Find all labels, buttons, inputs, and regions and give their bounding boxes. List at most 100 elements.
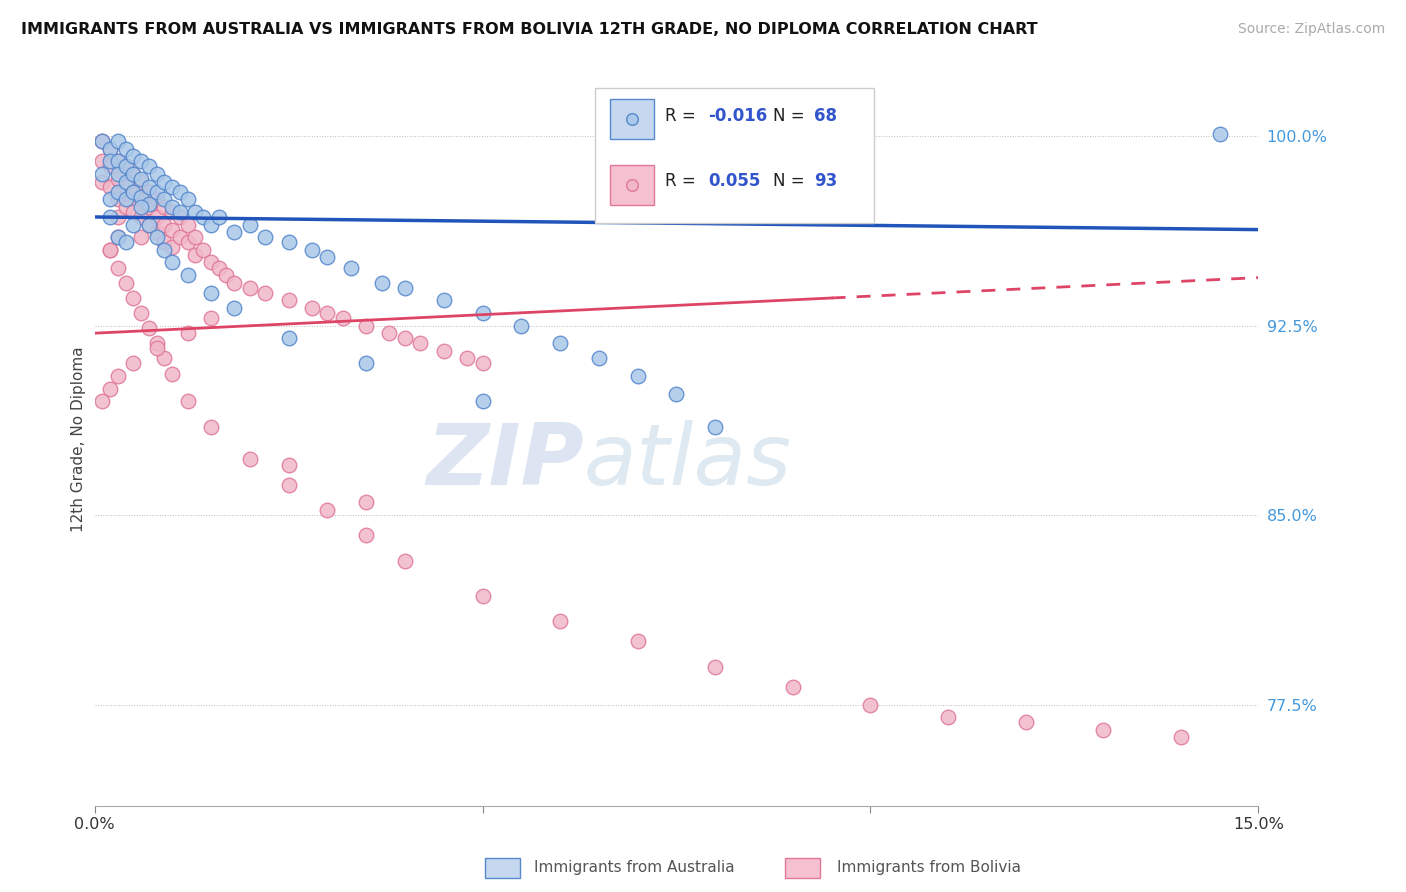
Point [91,394,114,409]
Point [122,185,145,199]
Point [129,172,152,186]
Point [129,192,152,206]
Point [176,192,198,206]
Point [254,285,277,300]
Bar [610,164,654,205]
Point [129,175,152,189]
Point [433,293,456,308]
Point [114,160,136,174]
Point [145,167,167,181]
Point [433,343,456,358]
Point [184,205,207,219]
Point [129,210,152,224]
Point [129,190,152,204]
Point [316,251,339,265]
Point [239,218,262,232]
Point [122,149,145,163]
Point [1014,715,1036,730]
Point [471,589,494,603]
Point [160,205,183,219]
Point [122,167,145,181]
Point [627,634,650,648]
Point [153,351,176,366]
Point [114,200,136,214]
Point [224,225,246,239]
Point [153,218,176,232]
Point [107,185,129,199]
Point [91,175,114,189]
Point [176,235,198,250]
Point [145,336,167,351]
Point [200,419,222,434]
Text: ZIP: ZIP [426,420,583,503]
Point [471,394,494,409]
Point [129,230,152,244]
Point [169,230,191,244]
Point [200,311,222,326]
Point [588,351,610,366]
Point [665,386,688,401]
Point [200,255,222,269]
Point [98,160,121,174]
Point [354,528,377,542]
Point [301,243,323,257]
Point [122,291,145,305]
Point [277,477,299,491]
Point [107,260,129,275]
Point [200,285,222,300]
Point [378,326,401,341]
Bar [610,99,654,139]
Text: Immigrants from Australia: Immigrants from Australia [534,860,735,874]
Point [107,154,129,169]
Point [277,235,299,250]
Text: 93: 93 [814,172,837,190]
Point [169,205,191,219]
Point [176,218,198,232]
Point [122,205,145,219]
Point [91,167,114,181]
Point [176,268,198,282]
Point [224,276,246,290]
Point [98,192,121,206]
Point [193,243,215,257]
Point [138,160,160,174]
Point [114,192,136,206]
Point [936,710,959,724]
Point [98,142,121,156]
Point [1092,723,1115,737]
Point [471,306,494,320]
Point [224,301,246,315]
Point [122,185,145,199]
Point [160,200,183,214]
Point [394,553,416,567]
Point [160,367,183,381]
Text: IMMIGRANTS FROM AUSTRALIA VS IMMIGRANTS FROM BOLIVIA 12TH GRADE, NO DIPLOMA CORR: IMMIGRANTS FROM AUSTRALIA VS IMMIGRANTS … [21,22,1038,37]
Point [160,222,183,236]
Point [394,331,416,345]
Point [107,192,129,206]
Point [91,134,114,148]
Point [114,175,136,189]
Point [98,179,121,194]
Point [138,218,160,232]
Point [859,698,882,712]
Text: N =: N = [773,172,810,190]
Point [548,336,571,351]
Point [456,351,478,366]
Point [153,175,176,189]
Point [107,167,129,181]
Point [1208,127,1230,141]
Point [394,281,416,295]
Point [114,142,136,156]
Point [107,134,129,148]
Point [176,394,198,409]
Point [301,301,323,315]
Point [153,235,176,250]
Point [114,160,136,174]
Point [98,210,121,224]
Point [107,210,129,224]
Point [138,197,160,211]
Point [98,142,121,156]
Point [122,167,145,181]
Point [208,210,231,224]
